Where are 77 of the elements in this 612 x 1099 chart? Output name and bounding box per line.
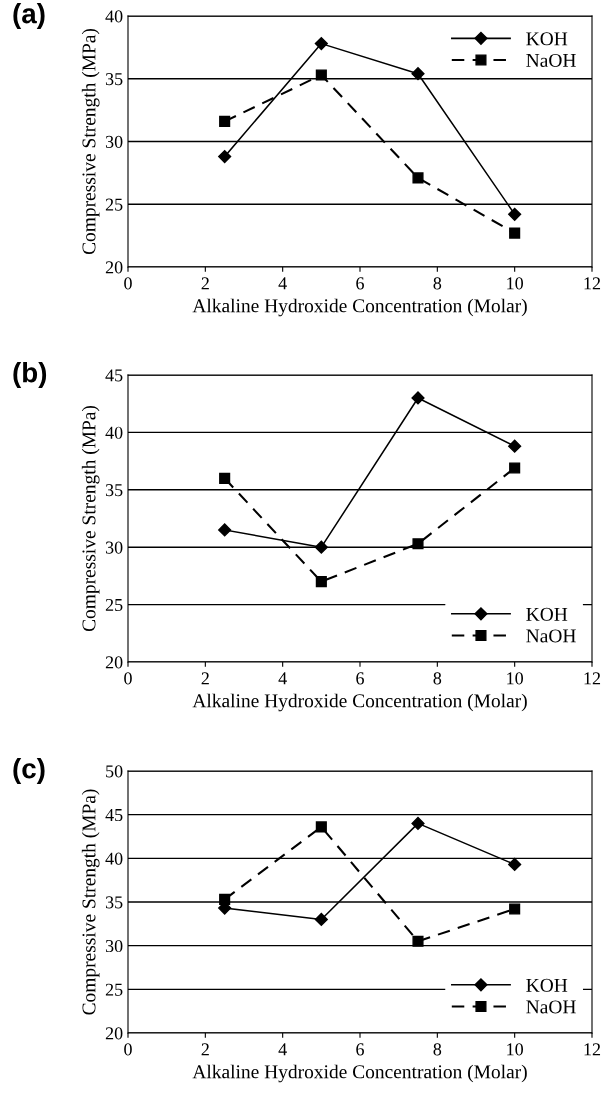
x-tick-label: 12 [584, 277, 601, 290]
point [508, 857, 522, 872]
x-tick-label: 6 [356, 1043, 364, 1056]
y-tick-label: 25 [105, 983, 123, 996]
x-tick-label: 0 [124, 277, 132, 290]
x-tick-label: 6 [356, 277, 364, 290]
x-tick-label: 4 [278, 1043, 287, 1056]
y-tick-label: 45 [105, 369, 123, 382]
x-axis-title: Alkaline Hydroxide Concentration (Molar) [192, 298, 527, 317]
y-tick-label: 40 [105, 426, 123, 439]
point [509, 462, 521, 474]
x-axis-title: Alkaline Hydroxide Concentration (Molar) [192, 1064, 527, 1083]
y-tick-label: 35 [105, 896, 123, 909]
point [314, 540, 328, 554]
x-axis-title: Alkaline Hydroxide Concentration (Molar) [192, 693, 527, 712]
x-tick-label: 10 [507, 672, 524, 685]
y-axis-title: Compressive Strength (MPa) [81, 28, 100, 255]
x-tick-label: 2 [201, 277, 209, 290]
point [509, 903, 521, 915]
x-tick-label: 8 [433, 672, 442, 685]
y-tick-label: 40 [105, 10, 123, 23]
x-tick-label: 4 [278, 277, 287, 290]
y-axis-title: Compressive Strength (MPa) [81, 789, 100, 1015]
legend-label: NaOH [526, 1000, 576, 1014]
x-tick-label: 12 [584, 672, 601, 685]
point [218, 149, 232, 164]
point [219, 115, 231, 127]
point [508, 439, 522, 453]
y-tick-label: 25 [105, 598, 123, 612]
x-tick-label: 2 [201, 672, 209, 685]
point [508, 207, 522, 221]
point [509, 227, 521, 239]
x-tick-label: 0 [124, 672, 132, 685]
legend-label: NaOH [526, 53, 576, 67]
x-tick-label: 10 [507, 1043, 524, 1056]
chart-title: (c) [13, 758, 45, 784]
point [411, 67, 425, 81]
chart-title: (a) [13, 3, 45, 29]
y-tick-label: 30 [105, 135, 123, 148]
x-tick-label: 8 [433, 277, 442, 290]
legend-label: NaOH [526, 629, 576, 643]
x-tick-label: 0 [124, 1043, 132, 1056]
y-tick-label: 25 [105, 198, 123, 211]
y-tick-label: 20 [105, 1027, 123, 1040]
x-tick-label: 2 [201, 1043, 209, 1056]
x-tick-label: 4 [278, 672, 287, 685]
point [412, 935, 424, 947]
x-tick-label: 8 [433, 1043, 442, 1056]
y-tick-label: 40 [105, 852, 123, 865]
point [315, 821, 327, 833]
point [314, 37, 328, 51]
chart-title: (b) [13, 362, 47, 388]
y-tick-label: 20 [105, 656, 123, 669]
x-tick-label: 6 [356, 672, 364, 685]
point [411, 391, 425, 405]
x-tick-label: 12 [584, 1043, 601, 1056]
point [314, 912, 328, 927]
legend-label: KOH [526, 978, 568, 992]
y-tick-label: 20 [105, 261, 123, 274]
point [412, 172, 424, 184]
x-tick-label: 10 [507, 277, 524, 290]
y-tick-label: 30 [105, 939, 123, 953]
point [218, 523, 232, 537]
y-axis-title: Compressive Strength (MPa) [81, 405, 100, 632]
y-tick-label: 35 [105, 73, 123, 86]
y-tick-label: 30 [105, 541, 123, 554]
y-tick-label: 45 [105, 809, 123, 822]
point [315, 576, 327, 588]
legend-label: KOH [526, 607, 568, 621]
point [219, 472, 231, 484]
point [219, 893, 231, 905]
point [411, 816, 425, 830]
legend-label: KOH [526, 32, 568, 46]
y-tick-label: 35 [105, 484, 123, 497]
point [412, 538, 424, 550]
y-tick-label: 50 [106, 765, 123, 778]
point [315, 69, 327, 81]
